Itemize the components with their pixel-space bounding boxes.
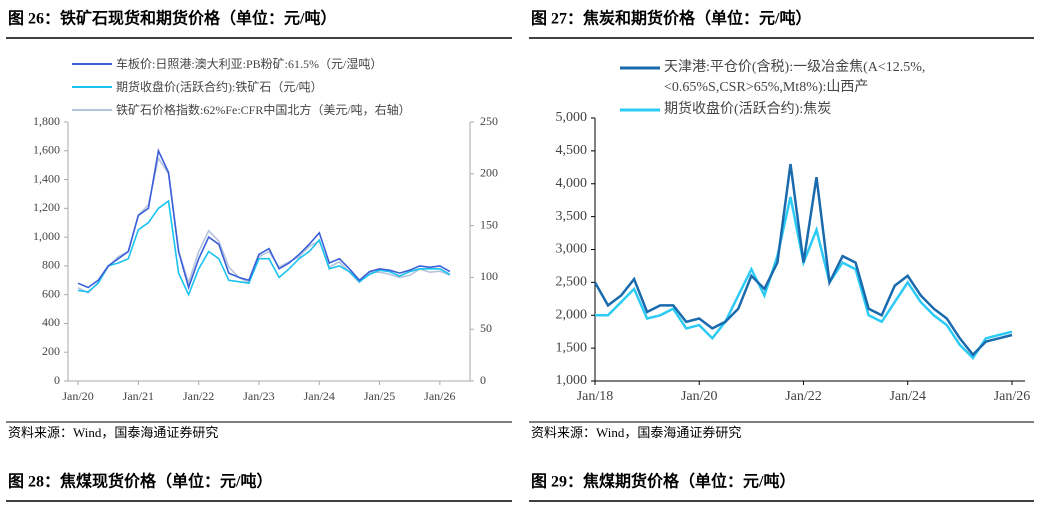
y-tick-label: 4,500	[556, 143, 588, 158]
series-line	[77, 156, 451, 294]
heading: 图 29：焦煤期货价格（单位：元/吨）	[531, 472, 795, 491]
y-tick-label: 3,000	[556, 242, 588, 257]
y2-tick-label: 200	[480, 166, 498, 180]
series-line	[593, 163, 1013, 357]
x-tick-label: Jan/22	[785, 389, 822, 404]
y2-tick-label: 0	[480, 373, 486, 387]
heading: 图 28：焦煤现货价格（单位：元/吨）	[8, 472, 272, 491]
y-tick-label: 1,000	[556, 373, 588, 388]
y-tick-label: 0	[54, 373, 60, 387]
y2-tick-label: 100	[480, 269, 498, 283]
x-tick-label: Jan/20	[681, 389, 718, 404]
x-tick-label: Jan/23	[243, 389, 274, 403]
series-line	[77, 199, 451, 297]
x-tick-label: Jan/22	[183, 389, 214, 403]
chart-title: 图 27：焦炭和期货价格（单位：元/吨）	[531, 9, 811, 28]
legend-label: 天津港:平仓价(含税):一级冶金焦(A<12.5%,<0.65%S,CSR>65…	[664, 60, 926, 95]
x-tick-label: Jan/24	[304, 389, 335, 403]
y-tick-label: 3,500	[556, 209, 588, 224]
series-line	[77, 148, 451, 291]
y-tick-label: 800	[42, 258, 60, 272]
series-line	[595, 196, 1013, 360]
x-tick-label: Jan/26	[424, 389, 455, 403]
source: 资料来源：Wind，国泰海通证券研究	[8, 425, 218, 440]
y2-tick-label: 50	[480, 321, 492, 335]
y-tick-label: 600	[42, 286, 60, 300]
legend-entry: 天津港:平仓价(含税):一级冶金焦(A<12.5%,<0.65%S,CSR>65…	[664, 60, 926, 95]
y-tick-label: 1,800	[33, 114, 60, 128]
y-tick-label: 4,000	[556, 176, 588, 191]
source: 资料来源：Wind，国泰海通证券研究	[531, 425, 741, 440]
legend-entry: 期货收盘价(活跃合约):焦炭	[664, 102, 832, 117]
y-tick-label: 1,500	[556, 340, 588, 355]
x-tick-label: Jan/24	[889, 389, 926, 404]
y-tick-label: 400	[42, 315, 60, 329]
y-tick-label: 1,200	[33, 200, 60, 214]
y-tick-label: 1,000	[33, 229, 60, 243]
y-tick-label: 2,500	[556, 275, 588, 290]
y2-tick-label: 150	[480, 217, 498, 231]
x-tick-label: Jan/26	[994, 389, 1031, 404]
legend-entry: 铁矿石价格指数:62%Fe:CFR中国北方（美元/吨，右轴）	[116, 103, 411, 117]
x-tick-label: Jan/18	[577, 389, 614, 404]
legend-entry: 期货收盘价(活跃合约):铁矿石（元/吨）	[116, 80, 323, 94]
y-tick-label: 1,400	[33, 171, 60, 185]
legend-label: 车板价:日照港:澳大利亚:PB粉矿:61.5%（元/湿吨）	[116, 57, 383, 71]
x-tick-label: Jan/21	[123, 389, 154, 403]
chart-title: 图 26：铁矿石现货和期货价格（单位：元/吨）	[8, 9, 336, 28]
y2-tick-label: 250	[480, 114, 498, 128]
y-tick-label: 200	[42, 344, 60, 358]
legend-label: 铁矿石价格指数:62%Fe:CFR中国北方（美元/吨，右轴）	[116, 103, 411, 117]
legend-label: 期货收盘价(活跃合约):铁矿石（元/吨）	[116, 80, 323, 94]
x-tick-label: Jan/25	[364, 389, 395, 403]
y-tick-label: 1,600	[33, 143, 60, 157]
y-tick-label: 2,000	[556, 307, 588, 322]
y-tick-label: 5,000	[556, 110, 588, 125]
legend-entry: 车板价:日照港:澳大利亚:PB粉矿:61.5%（元/湿吨）	[116, 57, 383, 71]
x-tick-label: Jan/20	[62, 389, 93, 403]
legend-label: 期货收盘价(活跃合约):焦炭	[664, 102, 832, 117]
